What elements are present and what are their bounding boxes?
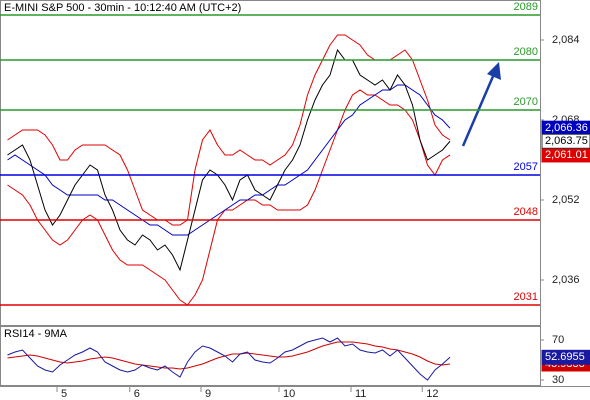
series-line	[7, 48, 451, 272]
series-line	[7, 337, 451, 381]
last-value-box	[541, 349, 590, 365]
last-value-label: 2,061.01	[545, 149, 588, 161]
chart-title: E-MINI S&P 500 - 30min - 10:12:40 AM (UT…	[4, 2, 241, 14]
series-line	[7, 84, 451, 236]
series-line	[7, 89, 451, 306]
y-tick-label: 2,052	[552, 194, 580, 206]
level-label: 2057	[514, 161, 538, 173]
series-group	[7, 48, 451, 272]
series-group	[7, 84, 451, 236]
x-tick-label: 10	[283, 388, 295, 400]
arrow-head	[487, 62, 501, 80]
level-label: 2048	[514, 206, 538, 218]
rsi-title: RSI14 - 9MA	[4, 328, 68, 340]
series-group	[7, 89, 451, 306]
level-label: 2070	[514, 96, 538, 108]
last-value-label: 52.6955	[545, 351, 585, 363]
main-panel	[0, 0, 541, 326]
series-line	[7, 341, 451, 370]
y-tick-label: 2,084	[552, 34, 580, 46]
x-tick-label: 9	[205, 388, 211, 400]
y-tick-label: 30	[552, 374, 564, 386]
last-value-label: 2,066.36	[545, 122, 588, 134]
level-label: 2031	[514, 291, 538, 303]
series-group	[7, 337, 451, 381]
series-group	[7, 341, 451, 370]
level-label: 2080	[514, 46, 538, 58]
x-tick-label: 11	[355, 388, 366, 400]
x-tick-label: 5	[61, 388, 67, 400]
last-value-box	[541, 133, 590, 149]
y-tick-label: 70	[552, 334, 564, 346]
level-label: 2089	[514, 1, 538, 13]
last-value-label: 2,063.75	[545, 135, 588, 147]
x-tick-label: 12	[426, 388, 438, 400]
x-tick-label: 6	[134, 388, 140, 400]
y-tick-label: 2,036	[552, 274, 580, 286]
